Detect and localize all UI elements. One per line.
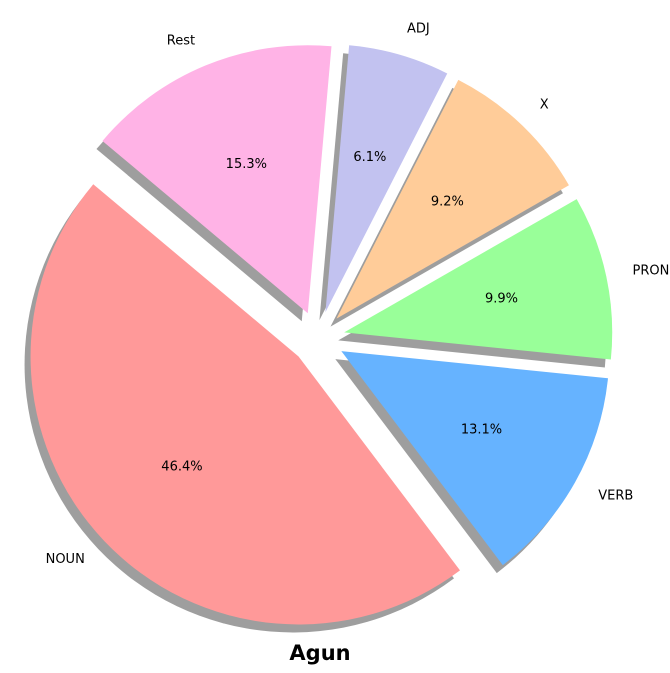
slice-noun [30,184,461,625]
category-label-adj: ADJ [407,21,430,36]
slice-rest [102,45,332,314]
category-label-noun: NOUN [46,552,85,567]
chart-title: Agun [289,641,350,665]
pct-label-adj: 6.1% [353,150,386,165]
slice-pron [344,199,613,360]
category-label-verb: VERB [598,488,633,503]
pie-labels: 46.4% NOUN 13.1% VERB 9.9% PRON 9.2% X 6.1% ADJ 15… [46,21,670,567]
pie-slices [30,45,613,625]
category-label-x: X [540,98,549,113]
pct-label-verb: 13.1% [461,423,502,438]
pct-label-noun: 46.4% [161,460,202,475]
pct-label-pron: 9.9% [485,291,518,306]
slice-x [336,79,569,319]
pct-label-x: 9.2% [431,195,464,210]
slice-verb [341,351,608,566]
category-label-rest: Rest [167,33,195,48]
pct-label-rest: 15.3% [226,157,267,172]
slice-adj [325,45,448,313]
category-label-pron: PRON [633,264,670,279]
